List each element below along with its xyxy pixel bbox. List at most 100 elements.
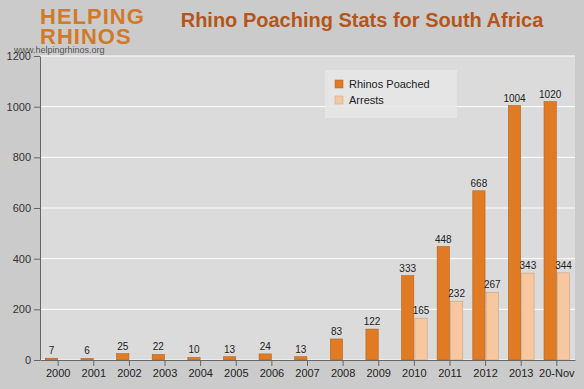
- y-tick-label: 400: [13, 253, 31, 265]
- x-tick: 2004: [188, 360, 212, 379]
- x-tick-label: 2011: [438, 367, 462, 379]
- y-tick-mark: [34, 56, 40, 57]
- x-tick-mark: [93, 360, 94, 366]
- y-tick-label: 1200: [7, 50, 31, 62]
- y-tick-label: 1000: [7, 101, 31, 113]
- bar: [366, 329, 378, 360]
- y-axis: 0 200 400 600 800 1000 1200: [7, 50, 41, 366]
- legend-swatch: [335, 80, 343, 88]
- x-tick-label: 2013: [509, 367, 533, 379]
- y-tick-label: 200: [13, 303, 31, 315]
- data-label: 448: [435, 234, 452, 245]
- bar: [557, 273, 569, 360]
- y-tick: 200: [13, 303, 40, 315]
- x-tick: 2000: [46, 360, 70, 379]
- bar: [188, 357, 200, 360]
- x-tick: 2002: [117, 360, 141, 379]
- data-labels: 7625221013241383122333448668100410201652…: [49, 89, 573, 357]
- x-tick-mark: [129, 360, 130, 366]
- legend-label: Rhinos Poached: [349, 78, 430, 90]
- x-tick-mark: [521, 360, 522, 366]
- bar: [451, 301, 463, 360]
- x-tick-label: 2001: [82, 367, 106, 379]
- y-tick-mark: [34, 157, 40, 158]
- grid-line: [40, 258, 575, 259]
- x-tick-label: 2006: [260, 367, 284, 379]
- bar: [152, 354, 164, 360]
- data-label: 343: [520, 260, 537, 271]
- y-tick: 600: [13, 202, 40, 214]
- legend-item: Arrests: [335, 94, 384, 106]
- x-tick-mark: [307, 360, 308, 366]
- y-tick: 400: [13, 253, 40, 265]
- x-tick-label: 2005: [224, 367, 248, 379]
- plot: 0200400600800100012002000200120022003200…: [7, 50, 576, 379]
- data-label: 122: [364, 316, 381, 327]
- x-tick-mark: [378, 360, 379, 366]
- x-tick: 2005: [224, 360, 248, 379]
- x-tick-label: 2002: [117, 367, 141, 379]
- data-label: 24: [260, 341, 272, 352]
- x-axis: 2000 2001 2002 2003 2004 2005 2006 2007 2008 2009…: [41, 360, 576, 379]
- title: Rhino Poaching Stats for South Africa: [181, 9, 544, 31]
- legend-swatch: [335, 96, 343, 104]
- bar: [295, 357, 307, 360]
- y-axis-line: [40, 57, 41, 361]
- legend-item: Rhinos Poached: [335, 78, 430, 90]
- data-label: 333: [399, 263, 416, 274]
- bar: [81, 358, 93, 360]
- y-tick-label: 800: [13, 151, 31, 163]
- legend-box: [325, 70, 457, 118]
- data-label: 668: [471, 178, 488, 189]
- legend-label: Arrests: [349, 94, 384, 106]
- x-tick: 2003: [153, 360, 177, 379]
- x-tick: 2007: [295, 360, 319, 379]
- x-tick-mark: [449, 360, 450, 366]
- grid-line: [40, 56, 575, 57]
- x-tick-label: 2008: [331, 367, 355, 379]
- chart: HELPINGRHINOSwww.helpingrhinos.orgRhino …: [0, 0, 584, 389]
- data-label: 7: [49, 345, 55, 356]
- background: [0, 0, 584, 389]
- y-tick-label: 600: [13, 202, 31, 214]
- data-label: 25: [117, 341, 129, 352]
- bar: [45, 358, 57, 360]
- data-label: 1004: [503, 93, 526, 104]
- x-tick: 2006: [260, 360, 284, 379]
- x-tick-label: 2010: [402, 367, 426, 379]
- data-label: 232: [448, 288, 465, 299]
- x-tick: 2013: [509, 360, 533, 379]
- x-tick-label: 2009: [366, 367, 390, 379]
- bar: [415, 318, 427, 360]
- x-tick-mark: [236, 360, 237, 366]
- y-tick-mark: [34, 309, 40, 310]
- x-tick-label: 2007: [295, 367, 319, 379]
- x-tick-mark: [58, 360, 59, 366]
- bar: [486, 292, 498, 360]
- x-tick-mark: [200, 360, 201, 366]
- grid: [40, 56, 575, 360]
- bar: [223, 357, 235, 360]
- y-tick: 800: [13, 151, 40, 163]
- x-tick-mark: [271, 360, 272, 366]
- x-tick: 2001: [82, 360, 106, 379]
- x-tick-mark: [414, 360, 415, 366]
- data-label: 13: [224, 344, 236, 355]
- bar: [330, 339, 342, 360]
- bar: [117, 354, 129, 360]
- bar: [402, 276, 414, 360]
- x-tick-label: 2004: [188, 367, 212, 379]
- data-label: 22: [153, 341, 165, 352]
- y-tick: 0: [25, 354, 40, 366]
- grid-line: [40, 157, 575, 158]
- plot-area: [40, 56, 575, 360]
- x-tick-mark: [485, 360, 486, 366]
- x-tick-label: 2003: [153, 367, 177, 379]
- x-tick-label: 20-Nov: [539, 367, 575, 379]
- data-label: 344: [555, 260, 572, 271]
- y-tick-mark: [34, 360, 40, 361]
- bars: [45, 102, 569, 360]
- y-tick: 1000: [7, 101, 40, 113]
- legend: Rhinos Poached Arrests: [325, 70, 457, 118]
- y-tick-mark: [34, 107, 40, 108]
